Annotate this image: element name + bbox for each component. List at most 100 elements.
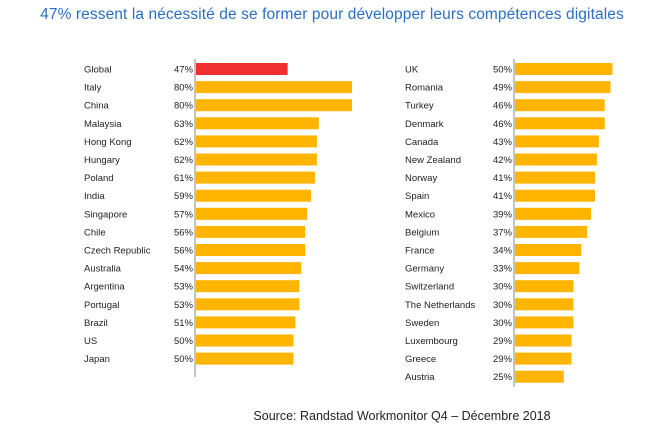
bar-left bbox=[196, 280, 300, 293]
category-label-right: The Netherlands bbox=[405, 300, 475, 311]
bar-right bbox=[515, 207, 592, 220]
value-label-right: 29% bbox=[493, 354, 513, 365]
category-label-left: India bbox=[84, 191, 105, 202]
value-label-left: 56% bbox=[174, 227, 194, 238]
value-label-left: 50% bbox=[174, 336, 194, 347]
value-label-left: 59% bbox=[174, 191, 194, 202]
value-label-left: 57% bbox=[174, 209, 194, 220]
bar-right bbox=[515, 298, 574, 311]
bar-left bbox=[196, 135, 317, 148]
bar-left bbox=[196, 298, 300, 311]
category-label-right: France bbox=[405, 246, 435, 257]
category-label-left: Hong Kong bbox=[84, 137, 132, 148]
value-label-left: 51% bbox=[174, 318, 194, 329]
category-label-left: Singapore bbox=[84, 209, 127, 220]
bar-left bbox=[196, 207, 308, 220]
value-label-left: 53% bbox=[174, 300, 194, 311]
value-label-left: 47% bbox=[174, 65, 194, 76]
category-label-right: New Zealand bbox=[405, 155, 461, 166]
bar-left bbox=[196, 352, 294, 365]
category-label-right: Greece bbox=[405, 354, 436, 365]
chart-panel-left: Global 47% Italy 80% China 80% Malaysia 63% Hong… bbox=[84, 59, 352, 377]
value-label-right: 29% bbox=[493, 336, 513, 347]
bar-left bbox=[196, 244, 306, 256]
value-label-right: 46% bbox=[493, 101, 513, 112]
bar-left bbox=[196, 171, 315, 184]
category-label-right: Mexico bbox=[405, 209, 435, 220]
category-label-right: UK bbox=[405, 65, 419, 76]
bar-right bbox=[515, 117, 605, 130]
value-label-right: 42% bbox=[493, 155, 513, 166]
value-label-left: 80% bbox=[174, 83, 194, 94]
category-label-right: Sweden bbox=[405, 318, 439, 329]
category-label-left: China bbox=[84, 101, 110, 112]
value-label-right: 30% bbox=[493, 282, 513, 293]
bar-right bbox=[515, 63, 613, 75]
value-label-right: 30% bbox=[493, 300, 513, 311]
category-label-left: Argentina bbox=[84, 282, 125, 293]
category-label-right: Canada bbox=[405, 137, 439, 148]
bar-left bbox=[196, 189, 312, 202]
bar-right bbox=[515, 280, 574, 293]
value-label-left: 54% bbox=[174, 264, 194, 275]
value-label-right: 34% bbox=[493, 246, 513, 257]
bar-right bbox=[515, 225, 588, 238]
bar-left bbox=[196, 262, 302, 275]
bar-right bbox=[515, 244, 582, 256]
bar-right bbox=[515, 370, 564, 383]
category-label-left: Australia bbox=[84, 264, 122, 275]
value-label-left: 63% bbox=[174, 119, 194, 130]
value-label-left: 56% bbox=[174, 246, 194, 257]
value-label-left: 80% bbox=[174, 101, 194, 112]
category-label-right: Austria bbox=[405, 372, 435, 383]
bar-right bbox=[515, 135, 599, 148]
bar-right bbox=[515, 334, 572, 347]
category-label-right: Norway bbox=[405, 173, 437, 184]
bar-left bbox=[196, 334, 294, 347]
value-label-right: 30% bbox=[493, 318, 513, 329]
category-label-left: Czech Republic bbox=[84, 246, 151, 257]
value-label-right: 49% bbox=[493, 83, 513, 94]
bar-right bbox=[515, 81, 611, 94]
value-label-right: 37% bbox=[493, 227, 513, 238]
bar-left bbox=[196, 225, 306, 238]
category-label-left: Chile bbox=[84, 227, 106, 238]
bar-left bbox=[196, 117, 319, 130]
value-label-right: 25% bbox=[493, 372, 513, 383]
bar-left bbox=[196, 153, 317, 166]
value-label-left: 50% bbox=[174, 354, 194, 365]
category-label-left: Italy bbox=[84, 83, 102, 94]
category-label-left: Hungary bbox=[84, 155, 120, 166]
value-label-right: 41% bbox=[493, 191, 513, 202]
value-label-right: 46% bbox=[493, 119, 513, 130]
chart-panel-right: UK 50% Romania 49% Turkey 46% Denmark 46% Canada… bbox=[405, 59, 613, 387]
category-label-left: Portugal bbox=[84, 300, 119, 311]
category-label-right: Romania bbox=[405, 83, 444, 94]
value-label-right: 43% bbox=[493, 137, 513, 148]
value-label-left: 61% bbox=[174, 173, 194, 184]
value-label-right: 50% bbox=[493, 65, 513, 76]
category-label-right: Luxembourg bbox=[405, 336, 458, 347]
category-label-right: Spain bbox=[405, 191, 429, 202]
category-label-left: Malaysia bbox=[84, 119, 122, 130]
category-label-right: Turkey bbox=[405, 101, 434, 112]
bar-right bbox=[515, 316, 574, 329]
bar-right bbox=[515, 352, 572, 365]
value-label-right: 33% bbox=[493, 264, 513, 275]
value-label-left: 62% bbox=[174, 137, 194, 148]
category-label-left: US bbox=[84, 336, 97, 347]
bar-right bbox=[515, 99, 605, 112]
category-label-right: Denmark bbox=[405, 119, 444, 130]
bar-left bbox=[196, 99, 352, 112]
source-note: Source: Randstad Workmonitor Q4 – Décemb… bbox=[253, 409, 551, 423]
bar-left bbox=[196, 81, 352, 94]
value-label-left: 53% bbox=[174, 282, 194, 293]
category-label-left: Brazil bbox=[84, 318, 108, 329]
bar-right bbox=[515, 189, 595, 202]
bar-right bbox=[515, 262, 580, 275]
category-label-left: Japan bbox=[84, 354, 110, 365]
value-label-right: 39% bbox=[493, 209, 513, 220]
bar-left bbox=[196, 63, 288, 75]
category-label-left: Poland bbox=[84, 173, 114, 184]
